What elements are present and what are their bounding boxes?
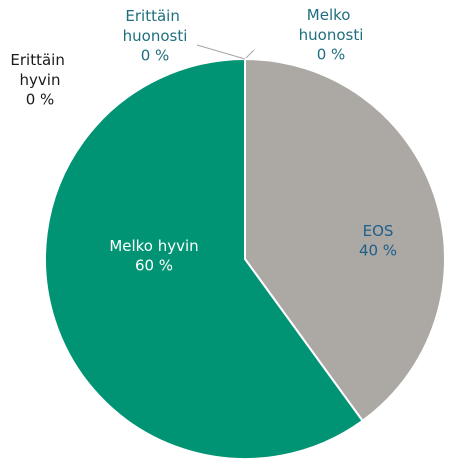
data-label-value: 0 % [141,47,170,65]
pie-slice [244,57,446,423]
data-label-category: Melko huonosti [299,6,364,44]
data-label-category: Erittäin hyvin [10,51,69,89]
data-label-value: 60 % [135,257,173,275]
data-label-value: 40 % [359,242,397,260]
data-label-value: 0 % [317,46,346,64]
pie-slice [44,57,364,460]
data-label-value: 0 % [26,91,55,109]
data-label-category: EOS [363,222,394,240]
data-label-category: Erittäin huonosti [123,7,188,45]
leader-line [244,49,255,60]
leader-line [196,44,246,60]
data-label-category: Melko hyvin [109,237,198,255]
